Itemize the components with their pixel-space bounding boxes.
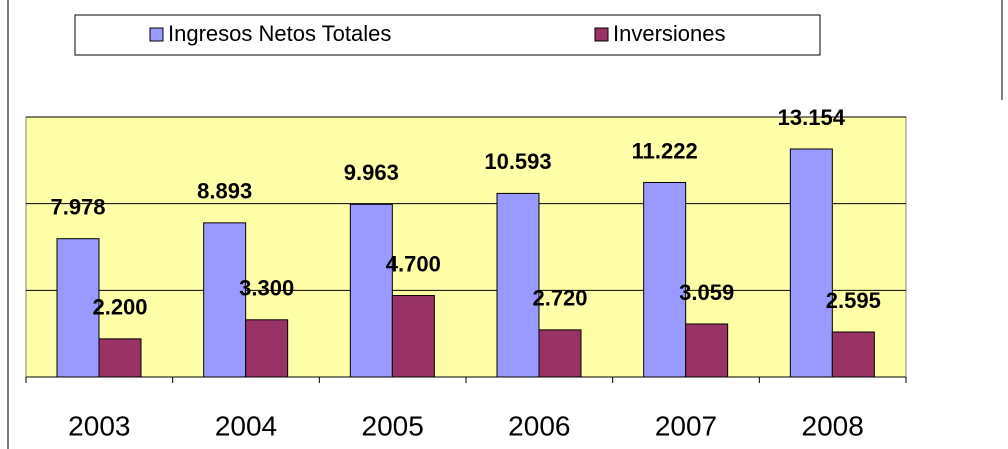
bar (391, 295, 435, 378)
x-tick-label: 2005 (362, 410, 424, 441)
bar (98, 338, 142, 378)
x-tick-label: 2008 (802, 410, 864, 441)
value-label: 2.595 (826, 288, 881, 313)
x-tick-label: 2004 (215, 410, 277, 441)
value-label: 2.200 (92, 295, 147, 320)
x-tick-label: 2006 (508, 410, 570, 441)
value-label: 7.978 (50, 195, 105, 220)
value-label: 3.300 (239, 276, 294, 301)
bar (831, 331, 875, 378)
x-tick-label: 2003 (68, 410, 130, 441)
bar (349, 203, 393, 378)
value-label: 2.720 (532, 286, 587, 311)
bar (245, 319, 289, 378)
bar (538, 329, 582, 378)
legend-swatch (594, 27, 609, 42)
value-label: 13.154 (778, 105, 846, 130)
bar (203, 222, 247, 378)
value-label: 4.700 (386, 251, 441, 276)
value-label: 9.963 (344, 160, 399, 185)
bar (789, 148, 833, 378)
bar (56, 238, 100, 378)
bar (685, 323, 729, 378)
legend-swatch (149, 27, 164, 42)
bar (496, 192, 540, 378)
value-label: 10.593 (484, 149, 551, 174)
legend-box (74, 14, 821, 56)
x-tick-label: 2007 (655, 410, 717, 441)
value-label: 3.059 (679, 280, 734, 305)
legend-label: Inversiones (613, 21, 726, 46)
legend-label: Ingresos Netos Totales (168, 21, 391, 46)
plot-area (25, 116, 907, 378)
value-label: 11.222 (632, 138, 698, 163)
value-label: 8.893 (197, 179, 252, 204)
bar (643, 181, 687, 378)
